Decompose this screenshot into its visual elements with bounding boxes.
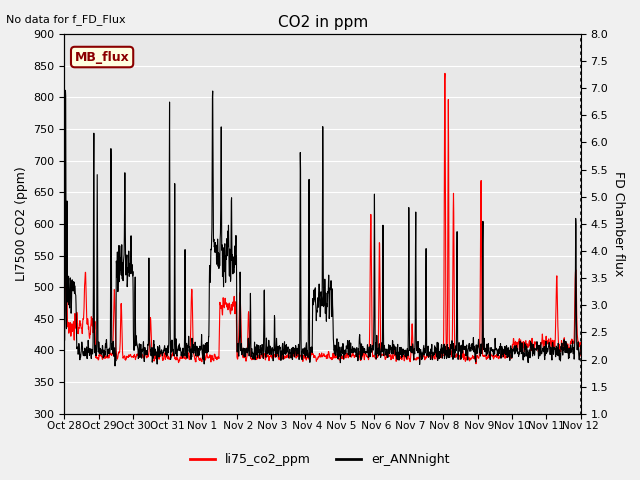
Text: No data for f_FD_Flux: No data for f_FD_Flux (6, 14, 126, 25)
Legend: li75_co2_ppm, er_ANNnight: li75_co2_ppm, er_ANNnight (186, 448, 454, 471)
Title: CO2 in ppm: CO2 in ppm (278, 15, 368, 30)
Y-axis label: LI7500 CO2 (ppm): LI7500 CO2 (ppm) (15, 167, 28, 281)
Text: MB_flux: MB_flux (75, 50, 129, 63)
Y-axis label: FD Chamber flux: FD Chamber flux (612, 171, 625, 276)
